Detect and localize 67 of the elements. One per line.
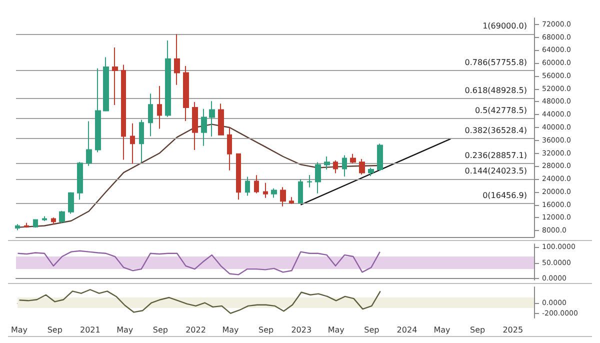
candlestick bbox=[121, 64, 126, 160]
candlestick bbox=[227, 127, 232, 171]
x-tick-label: 2022 bbox=[186, 326, 206, 334]
candlestick bbox=[59, 210, 65, 224]
line-series bbox=[18, 289, 381, 314]
ref-line-label: 0.786(57755.8) bbox=[464, 58, 527, 67]
candlestick bbox=[245, 176, 250, 196]
x-tick-label: May bbox=[116, 326, 134, 334]
candlestick bbox=[271, 188, 277, 198]
x-tick-label: Sep bbox=[364, 326, 380, 334]
candlestick bbox=[236, 153, 241, 200]
x-tick-label: 2021 bbox=[80, 326, 100, 334]
ref-line-label: 0(16456.9) bbox=[482, 190, 527, 200]
candlestick bbox=[95, 68, 101, 153]
candlestick bbox=[263, 182, 268, 198]
ref-line-label: 0.618(48928.5) bbox=[464, 86, 527, 96]
candlestick bbox=[77, 161, 83, 200]
candlestick bbox=[333, 160, 338, 174]
x-tick-label: May bbox=[10, 326, 28, 334]
candlestick bbox=[174, 34, 180, 86]
candlestick bbox=[33, 219, 38, 228]
x-tick-label: Sep bbox=[258, 326, 274, 334]
candlestick bbox=[350, 153, 356, 164]
x-tick-label: 2024 bbox=[396, 326, 418, 334]
ref-line-label: 0.382(36528.4) bbox=[464, 126, 527, 136]
candlestick bbox=[315, 162, 321, 194]
x-tick-label: Sep bbox=[47, 326, 62, 334]
candlestick bbox=[280, 186, 286, 207]
candlestick bbox=[342, 154, 347, 177]
candlestick bbox=[368, 167, 374, 177]
candlestick bbox=[209, 100, 215, 138]
candlestick bbox=[51, 217, 56, 226]
ref-line-label: 0.236(28857.1) bbox=[464, 150, 527, 160]
candlestick bbox=[15, 224, 20, 231]
candlestick bbox=[324, 156, 330, 170]
x-tick-label: Sep bbox=[152, 326, 168, 334]
x-tick-label: 2023 bbox=[291, 326, 312, 334]
candlestick bbox=[139, 119, 144, 162]
candlestick bbox=[157, 85, 162, 130]
x-tick-label: May bbox=[222, 326, 240, 334]
candlestick bbox=[130, 122, 135, 164]
ref-line-label: 1(69000.0) bbox=[482, 22, 527, 31]
candlestick bbox=[307, 174, 312, 188]
candlestick bbox=[165, 40, 171, 118]
candlestick bbox=[201, 108, 207, 146]
candlestick bbox=[148, 93, 153, 137]
candlestick bbox=[42, 216, 47, 222]
candlestick bbox=[359, 158, 365, 176]
x-tick-label: Sep bbox=[470, 326, 486, 334]
line-series bbox=[17, 250, 381, 276]
candlestick bbox=[377, 143, 383, 172]
candlestick bbox=[103, 56, 109, 112]
x-tick-label: May bbox=[328, 326, 345, 334]
candlestick bbox=[112, 46, 118, 106]
candlestick bbox=[68, 192, 74, 214]
candlestick bbox=[24, 222, 29, 228]
ref-line-label: 0.144(24023.5) bbox=[464, 166, 527, 176]
candlestick bbox=[183, 65, 189, 122]
candlestick bbox=[289, 196, 294, 204]
x-tick-label: 2025 bbox=[502, 326, 524, 334]
candlestick bbox=[218, 103, 224, 136]
candlestick bbox=[86, 120, 92, 166]
x-tick-label: May bbox=[434, 326, 451, 334]
ref-line-label: 0.5(42778.5) bbox=[474, 106, 527, 116]
candlestick bbox=[192, 102, 198, 151]
candlestick bbox=[298, 178, 303, 204]
candlestick bbox=[254, 174, 259, 194]
